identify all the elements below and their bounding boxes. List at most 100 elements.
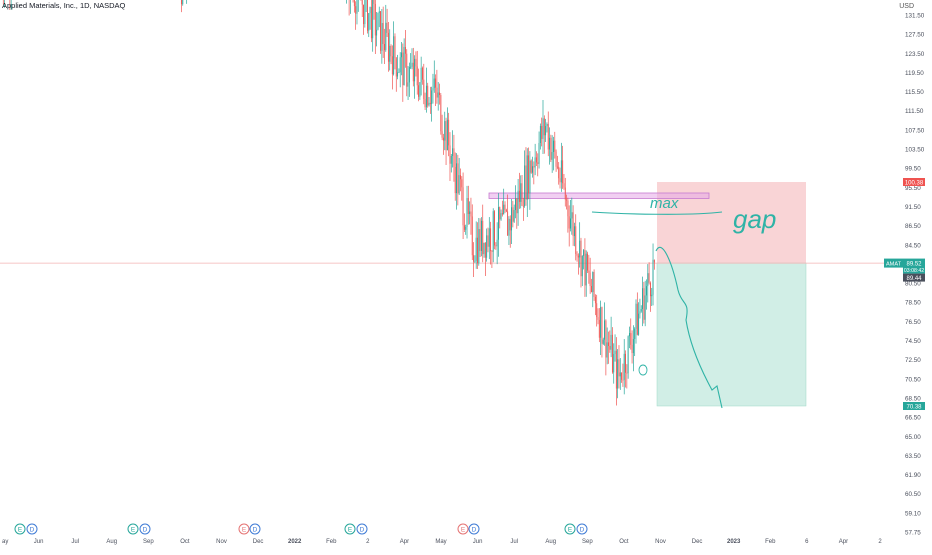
y-axis-label: 59.10 bbox=[905, 510, 921, 517]
candle bbox=[604, 302, 605, 345]
candle bbox=[594, 269, 595, 301]
candle bbox=[584, 238, 585, 297]
svg-text:D: D bbox=[580, 527, 585, 534]
candle bbox=[639, 299, 640, 319]
candle bbox=[556, 149, 557, 171]
y-axis-label: 78.50 bbox=[905, 300, 921, 307]
max-annotation: max bbox=[650, 195, 679, 212]
candle bbox=[354, 0, 355, 13]
candle bbox=[414, 55, 415, 99]
earnings-marker[interactable]: E bbox=[239, 524, 249, 534]
candle bbox=[599, 308, 600, 342]
y-axis-label: 119.50 bbox=[905, 70, 924, 77]
earnings-marker[interactable]: E bbox=[128, 524, 138, 534]
candle bbox=[422, 67, 423, 85]
candle bbox=[586, 250, 587, 296]
svg-text:D: D bbox=[30, 527, 35, 534]
candle bbox=[615, 334, 616, 361]
dividend-marker[interactable]: D bbox=[577, 524, 587, 534]
candle bbox=[440, 93, 441, 135]
candle bbox=[468, 186, 469, 225]
gap-annotation: gap bbox=[733, 204, 776, 234]
candle bbox=[533, 161, 534, 184]
earnings-marker[interactable]: E bbox=[345, 524, 355, 534]
dividend-marker[interactable]: D bbox=[250, 524, 260, 534]
candle bbox=[573, 205, 574, 246]
candle bbox=[514, 205, 515, 223]
candle bbox=[375, 0, 376, 54]
candle bbox=[363, 5, 364, 35]
candle bbox=[508, 216, 509, 245]
earnings-marker[interactable]: E bbox=[565, 524, 575, 534]
candle bbox=[425, 93, 426, 110]
candle bbox=[579, 222, 580, 267]
dividend-marker[interactable]: D bbox=[140, 524, 150, 534]
candle bbox=[592, 271, 593, 307]
candle bbox=[501, 210, 502, 221]
candle bbox=[642, 277, 643, 327]
y-axis-label: 91.50 bbox=[905, 204, 921, 211]
candle bbox=[518, 179, 519, 226]
candle bbox=[400, 52, 401, 87]
dividend-marker[interactable]: D bbox=[27, 524, 37, 534]
candle bbox=[629, 327, 630, 349]
candle bbox=[619, 345, 620, 388]
candle bbox=[596, 295, 597, 327]
take-profit-zone[interactable] bbox=[657, 263, 806, 406]
candle bbox=[456, 153, 457, 209]
candle bbox=[588, 255, 589, 284]
candle bbox=[476, 221, 477, 268]
candle bbox=[380, 11, 381, 54]
candle bbox=[455, 153, 456, 201]
candle bbox=[480, 218, 481, 257]
candle bbox=[350, 0, 351, 14]
candle bbox=[395, 33, 396, 69]
candle bbox=[357, 0, 358, 24]
candle bbox=[457, 155, 458, 206]
candle bbox=[409, 63, 410, 97]
currency-label: USD bbox=[899, 3, 914, 10]
x-axis-label: Dec bbox=[692, 539, 703, 545]
candle bbox=[419, 82, 420, 100]
candle bbox=[405, 30, 406, 68]
candle bbox=[524, 150, 525, 207]
candle bbox=[393, 21, 394, 75]
candle bbox=[540, 124, 541, 150]
candle bbox=[472, 204, 473, 260]
y-axis-label: 74.50 bbox=[905, 338, 921, 345]
candle bbox=[478, 218, 479, 266]
candle bbox=[481, 217, 482, 256]
candle bbox=[443, 134, 444, 155]
svg-text:E: E bbox=[568, 527, 573, 534]
candle bbox=[346, 0, 347, 4]
candle bbox=[634, 327, 635, 356]
candle bbox=[429, 97, 430, 107]
y-axis-label: 72.50 bbox=[905, 357, 921, 364]
candle bbox=[349, 0, 350, 15]
candle bbox=[473, 242, 474, 277]
dividend-marker[interactable]: D bbox=[357, 524, 367, 534]
candle bbox=[626, 364, 627, 388]
candle bbox=[647, 264, 648, 302]
earnings-marker[interactable]: E bbox=[15, 524, 25, 534]
x-axis-label: Jun bbox=[473, 539, 483, 545]
dividend-marker[interactable]: D bbox=[469, 524, 479, 534]
candle bbox=[607, 328, 608, 365]
candle bbox=[574, 223, 575, 247]
candle bbox=[527, 148, 528, 217]
candle bbox=[528, 148, 529, 200]
candle bbox=[410, 53, 411, 69]
candle bbox=[646, 279, 647, 309]
earnings-marker[interactable]: E bbox=[458, 524, 468, 534]
candle bbox=[488, 228, 489, 253]
candle bbox=[624, 339, 625, 394]
y-axis-label: 111.50 bbox=[905, 108, 924, 115]
svg-text:100.38: 100.38 bbox=[905, 180, 924, 186]
candle bbox=[379, 7, 380, 27]
candle bbox=[587, 252, 588, 273]
candle bbox=[641, 305, 642, 312]
candle bbox=[560, 168, 561, 189]
candle bbox=[565, 178, 566, 207]
